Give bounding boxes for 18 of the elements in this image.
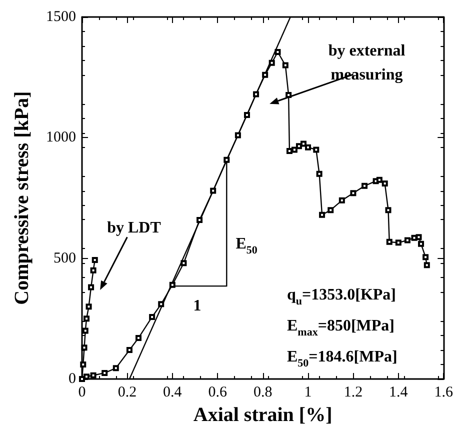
- x-tick-label: 0.2: [118, 384, 137, 400]
- x-axis-title: Axial strain [%]: [193, 404, 332, 426]
- y-axis-title: Compressive stress [kPa]: [11, 91, 33, 305]
- annotation: by LDT: [107, 219, 162, 236]
- x-tick-label: 1.6: [434, 384, 454, 400]
- y-tick-label: 1500: [46, 9, 76, 25]
- y-tick-label: 500: [54, 250, 76, 266]
- y-tick-label: 0: [68, 371, 76, 387]
- x-tick-label: 0.8: [253, 384, 272, 400]
- x-tick-label: 1: [304, 384, 312, 400]
- annotation: 1: [193, 297, 202, 314]
- x-tick-label: 0: [78, 384, 86, 400]
- y-tick-label: 1000: [46, 130, 76, 146]
- x-tick-label: 1.4: [389, 384, 408, 400]
- annotation: by external measuring: [328, 42, 406, 84]
- x-tick-label: 0.4: [163, 384, 182, 400]
- x-tick-label: 0.6: [208, 384, 228, 400]
- x-tick-label: 1.2: [344, 384, 363, 400]
